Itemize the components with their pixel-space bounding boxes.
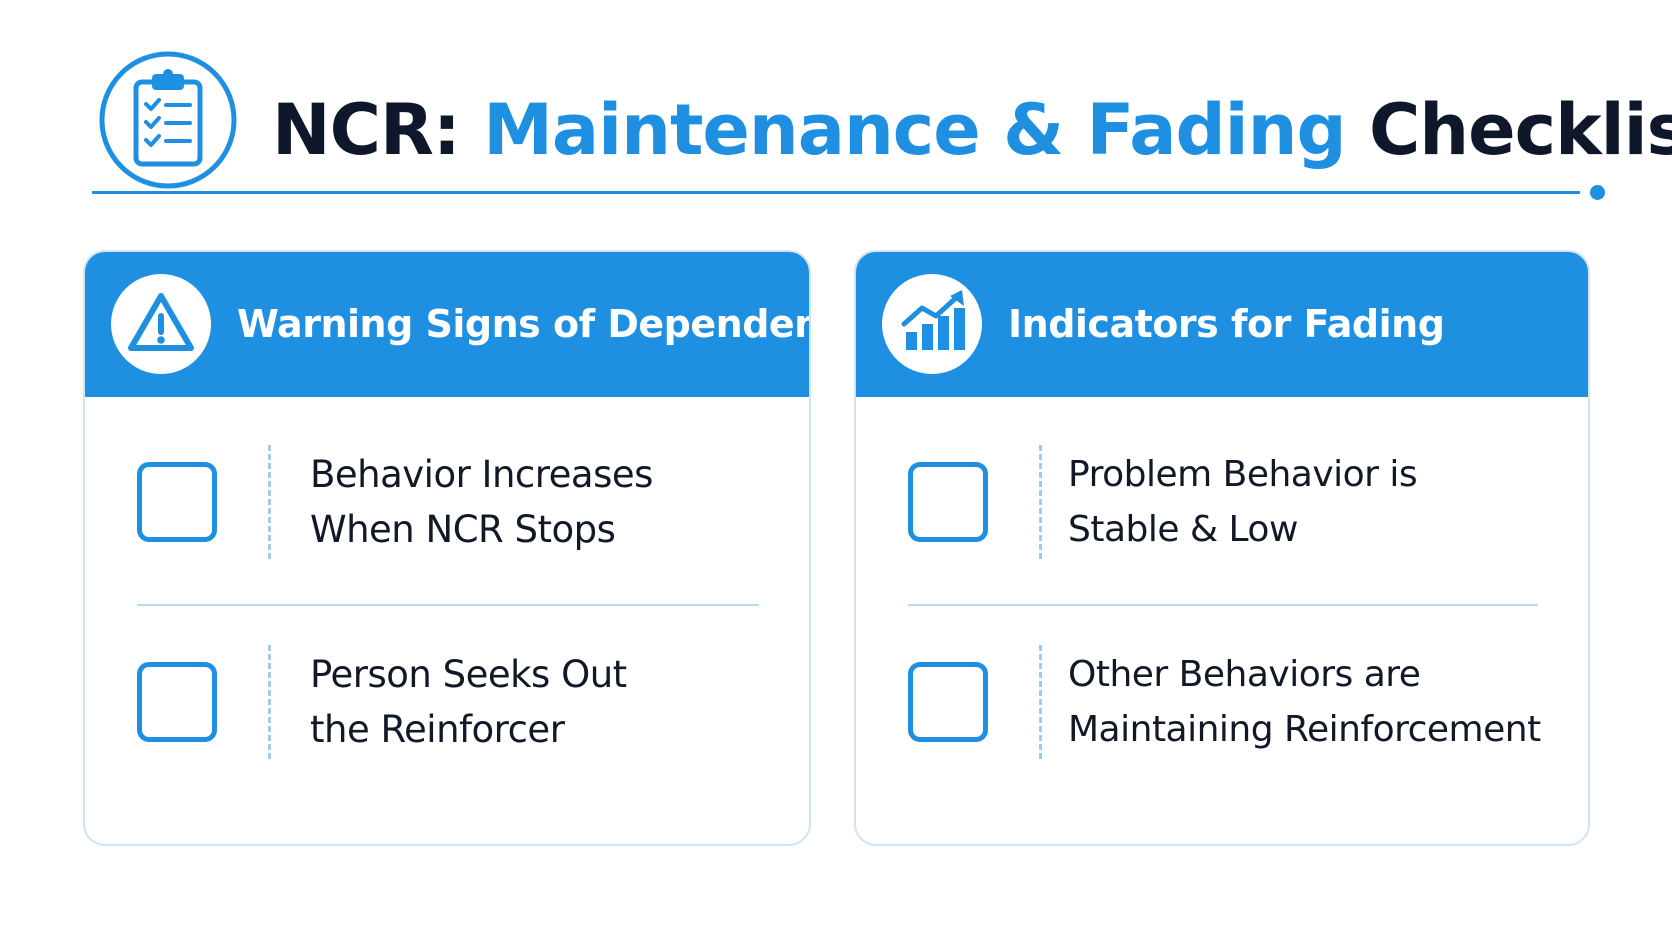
checklist-item: Problem Behavior is Stable & Low [856,427,1588,577]
item-line-1: Behavior Increases [310,453,653,496]
item-line-2: Stable & Low [1068,509,1298,550]
checklist-item: Behavior Increases When NCR Stops [85,427,809,577]
card-title: Indicators for Fading [1008,302,1445,346]
bar-chart-trend-up-icon [882,274,982,374]
title-accent: Maintenance & Fading [483,89,1346,171]
card-warning-signs: Warning Signs of Dependency Behavior Inc… [83,250,811,846]
item-line-2: the Reinforcer [310,708,565,751]
checklist-item: Person Seeks Out the Reinforcer [85,627,809,777]
item-line-1: Problem Behavior is [1068,454,1418,495]
dashed-separator [268,445,271,559]
card-header: Warning Signs of Dependency [85,252,809,397]
page-title: NCR: Maintenance & Fading Checklist [272,80,1672,180]
title-prefix: NCR: [272,89,461,171]
header-dot [1590,185,1605,200]
header-rule [92,191,1580,194]
item-line-2: When NCR Stops [310,508,616,551]
checkbox[interactable] [908,462,988,542]
title-suffix: Checklist [1368,89,1672,171]
checkbox[interactable] [908,662,988,742]
item-label: Person Seeks Out the Reinforcer [310,627,800,777]
checklist-item: Other Behaviors are Maintaining Reinforce… [856,627,1588,777]
dashed-separator [1039,645,1042,759]
item-divider [137,604,759,606]
checkbox[interactable] [137,462,217,542]
item-label: Other Behaviors are Maintaining Reinforce… [1068,627,1578,777]
item-line-1: Other Behaviors are [1068,654,1421,695]
dashed-separator [1039,445,1042,559]
item-divider [908,604,1538,606]
dashed-separator [268,645,271,759]
item-label: Behavior Increases When NCR Stops [310,427,800,577]
item-label: Problem Behavior is Stable & Low [1068,427,1578,577]
clipboard-checklist-icon [96,48,240,192]
card-header: Indicators for Fading [856,252,1588,397]
item-line-2: Maintaining Reinforcement [1068,709,1541,750]
checkbox[interactable] [137,662,217,742]
item-line-1: Person Seeks Out [310,653,627,696]
card-title: Warning Signs of Dependency [237,302,811,346]
card-fading-indicators: Indicators for Fading Problem Behavior i… [854,250,1590,846]
warning-triangle-icon [111,274,211,374]
